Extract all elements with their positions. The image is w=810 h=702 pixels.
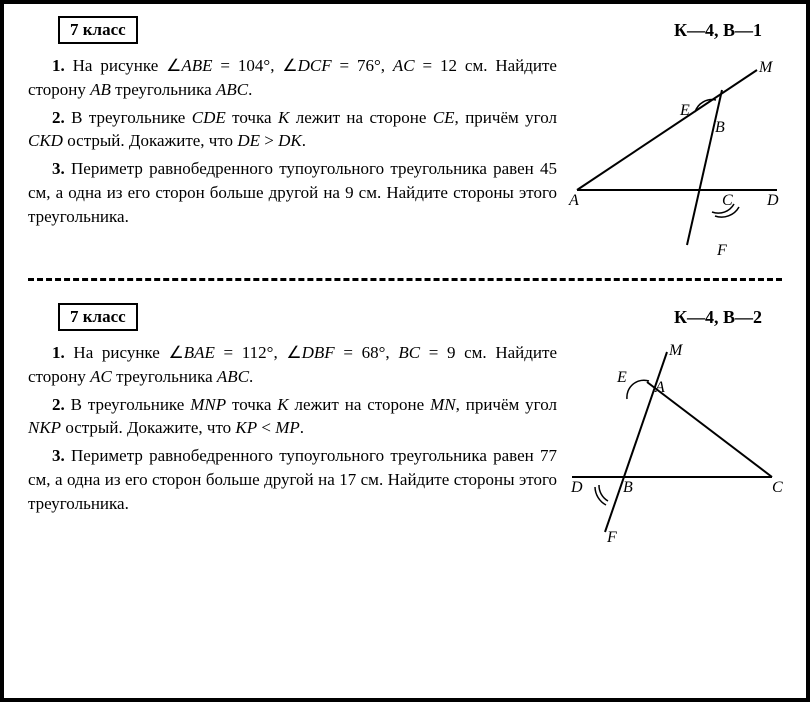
problem-1-3: 3. Периметр равнобедренного тупоуголь­но… [28, 157, 557, 228]
svg-text:M: M [758, 59, 774, 76]
text-col-2: 1. На рисунке ∠BAE = 112°, ∠DBF = 68°, B… [28, 337, 557, 520]
diagram-col-2: A B C D E F M [557, 337, 782, 547]
problem-1-2: 2. В треугольнике CDE точка K лежит на с… [28, 106, 557, 154]
header-row-1: 7 класс К—4, В—1 [28, 16, 782, 44]
variant-label-2: К—4, В—2 [674, 307, 782, 328]
grade-box-1: 7 класс [58, 16, 138, 44]
content-row-2: 1. На рисунке ∠BAE = 112°, ∠DBF = 68°, B… [28, 337, 782, 547]
diagram-svg-2: A B C D E F M [567, 337, 787, 547]
svg-text:F: F [716, 242, 727, 259]
svg-text:F: F [606, 529, 617, 546]
problem-2-1: 1. На рисунке ∠BAE = 112°, ∠DBF = 68°, B… [28, 341, 557, 389]
problem-1-1: 1. На рисунке ∠ABE = 104°, ∠DCF = 76°, A… [28, 54, 557, 102]
svg-text:E: E [679, 102, 690, 119]
svg-text:D: D [570, 479, 583, 496]
svg-text:B: B [623, 479, 633, 496]
svg-text:D: D [766, 192, 779, 209]
page-frame: 7 класс К—4, В—1 1. На рисунке ∠ABE = 10… [0, 0, 810, 702]
diagram-col-1: A B C D E F M [557, 50, 782, 260]
svg-text:C: C [722, 192, 733, 209]
grade-box-2: 7 класс [58, 303, 138, 331]
svg-text:E: E [616, 369, 627, 386]
problem-2-3: 3. Периметр равнобедренного тупоугольно­… [28, 444, 557, 515]
header-row-2: 7 класс К—4, В—2 [28, 303, 782, 331]
variant-1: 7 класс К—4, В—1 1. На рисунке ∠ABE = 10… [28, 16, 782, 260]
svg-text:A: A [654, 379, 665, 396]
diagram-svg-1: A B C D E F M [567, 50, 787, 260]
content-row-1: 1. На рисунке ∠ABE = 104°, ∠DCF = 76°, A… [28, 50, 782, 260]
svg-text:C: C [772, 479, 783, 496]
separator [28, 278, 782, 281]
text-col-1: 1. На рисунке ∠ABE = 104°, ∠DCF = 76°, A… [28, 50, 557, 233]
variant-2: 7 класс К—4, В—2 1. На рисунке ∠BAE = 11… [28, 303, 782, 547]
problem-2-2: 2. В треугольнике MNP точка K лежит на с… [28, 393, 557, 441]
svg-text:B: B [715, 119, 725, 136]
svg-text:A: A [568, 192, 579, 209]
variant-label-1: К—4, В—1 [674, 20, 782, 41]
svg-text:M: M [668, 342, 684, 359]
